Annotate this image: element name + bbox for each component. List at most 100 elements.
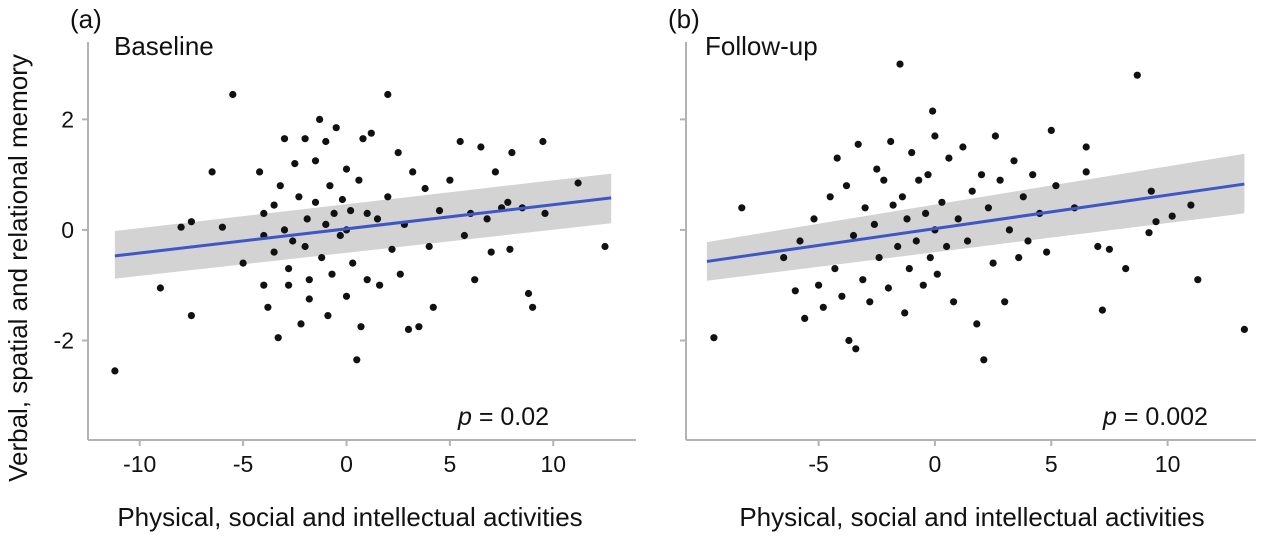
panel-a-point — [270, 201, 278, 209]
panel-b-x-tick-label: 5 — [1045, 451, 1058, 477]
panel-b-point — [980, 356, 988, 364]
panel-b-points — [710, 60, 1248, 364]
panel-b-point — [801, 314, 809, 322]
panel-b-y-ticks — [680, 118, 686, 342]
panel-a: -10 -5 0 5 10 -2 0 2 (a) Baseline p = 0.02 Phy… — [54, 4, 636, 532]
panel-b-point — [1047, 126, 1055, 134]
y-axis-title: Verbal, spatial and relational memory — [3, 54, 33, 482]
panel-b-point — [810, 215, 818, 223]
panel-a-point — [311, 157, 320, 165]
panel-a-point — [349, 259, 357, 267]
panel-a-point — [539, 137, 547, 146]
panel-a-point — [336, 231, 344, 240]
panel-a-p-value: p = 0.02 — [457, 403, 549, 431]
panel-b-point — [977, 171, 986, 179]
panel-b-point — [1168, 212, 1176, 220]
panel-a-point — [574, 179, 582, 187]
panel-a-point — [456, 137, 464, 146]
panel-b-point — [1133, 71, 1141, 79]
panel-b-point — [1240, 325, 1248, 333]
panel-a-point — [373, 215, 382, 223]
panel-a-point — [330, 209, 338, 217]
panel-a-point — [483, 215, 491, 223]
panel-a-point — [409, 168, 417, 176]
panel-a-point — [388, 245, 396, 253]
panel-b-point — [963, 237, 972, 245]
panel-b-point — [943, 242, 951, 251]
panel-a-x-axis-title: Physical, social and intellectual activi… — [117, 502, 582, 532]
panel-b-point — [1145, 229, 1153, 237]
panel-b-point — [945, 154, 953, 162]
panel-b-point — [859, 276, 867, 284]
panel-a-fit-line-path — [114, 196, 612, 258]
panel-b-point — [849, 231, 858, 240]
panel-a-point — [297, 320, 305, 328]
panel-b-point — [861, 204, 869, 212]
panel-a-point — [218, 223, 226, 231]
panel-b-point — [710, 334, 718, 342]
panel-a-point — [601, 242, 609, 251]
panel-a-point — [322, 137, 330, 146]
panel-a-point — [260, 281, 268, 289]
panel-b-point — [842, 182, 851, 190]
panel-a-point — [415, 323, 423, 331]
panel-b-point — [1147, 187, 1155, 195]
panel-a-point — [471, 276, 479, 284]
panel-b-point — [1019, 193, 1027, 201]
panel-b-point — [938, 198, 946, 206]
panel-a-point — [529, 303, 537, 311]
panel-a-point — [429, 303, 437, 311]
panel-b-point — [996, 176, 1004, 184]
panel-b-point — [933, 270, 941, 278]
panel-a-point — [524, 289, 533, 298]
panel-b-point — [833, 154, 841, 162]
panel-a-point — [311, 198, 320, 206]
panel-a-point — [301, 135, 309, 143]
panel-b-point — [852, 345, 860, 353]
panel-a-x-tick-label: -5 — [233, 451, 253, 477]
panel-b-point — [1024, 237, 1032, 245]
panel-a-point — [396, 270, 404, 278]
panel-a-x-tick-label: -10 — [123, 451, 156, 477]
panel-b-fit-line-path — [706, 182, 1245, 263]
panel-b-point — [1094, 242, 1102, 251]
panel-b-point — [796, 237, 804, 245]
panel-b-point — [1194, 276, 1202, 284]
panel-a-point — [425, 242, 433, 251]
panel-b-point — [1015, 254, 1023, 262]
panel-a-point — [229, 90, 237, 99]
panel-a-point — [316, 115, 324, 123]
panel-a-p-text: = 0.02 — [472, 403, 549, 431]
panel-a-p-symbol: p — [457, 403, 472, 431]
panel-a-x-tick-label: 10 — [540, 451, 566, 477]
panel-b-point — [908, 149, 916, 157]
panel-a-point — [338, 195, 346, 204]
panel-a-point — [322, 220, 330, 228]
panel-b-point — [912, 237, 920, 245]
panel-a-point — [347, 207, 355, 215]
panel-a-point — [291, 160, 299, 168]
panel-a-point — [285, 265, 293, 273]
panel-b-point — [896, 60, 904, 68]
panel-a-point — [156, 284, 164, 292]
panel-b-point — [1052, 182, 1060, 190]
panel-a-fit-line — [114, 196, 612, 258]
panel-b-point — [854, 140, 862, 148]
panel-a-point — [187, 312, 195, 320]
panel-b-x-ticks: -5 0 5 10 — [808, 440, 1180, 477]
panel-b-point — [1029, 171, 1037, 179]
panel-b-point — [915, 176, 923, 184]
panel-a-point — [504, 198, 512, 206]
panel-b-point — [1187, 201, 1195, 209]
panel-b-point — [1005, 226, 1014, 234]
panel-b-point — [873, 165, 881, 173]
panel-b-point — [924, 171, 932, 179]
panel-b-point — [826, 193, 834, 201]
panel-a-point — [326, 182, 334, 190]
panel-b-point — [898, 193, 907, 201]
panel-a-point — [384, 90, 392, 99]
panel-b-x-tick-label: 10 — [1155, 451, 1181, 477]
panel-a-point — [305, 295, 313, 303]
panel-a-point — [359, 135, 367, 143]
panel-a-point — [256, 168, 264, 176]
